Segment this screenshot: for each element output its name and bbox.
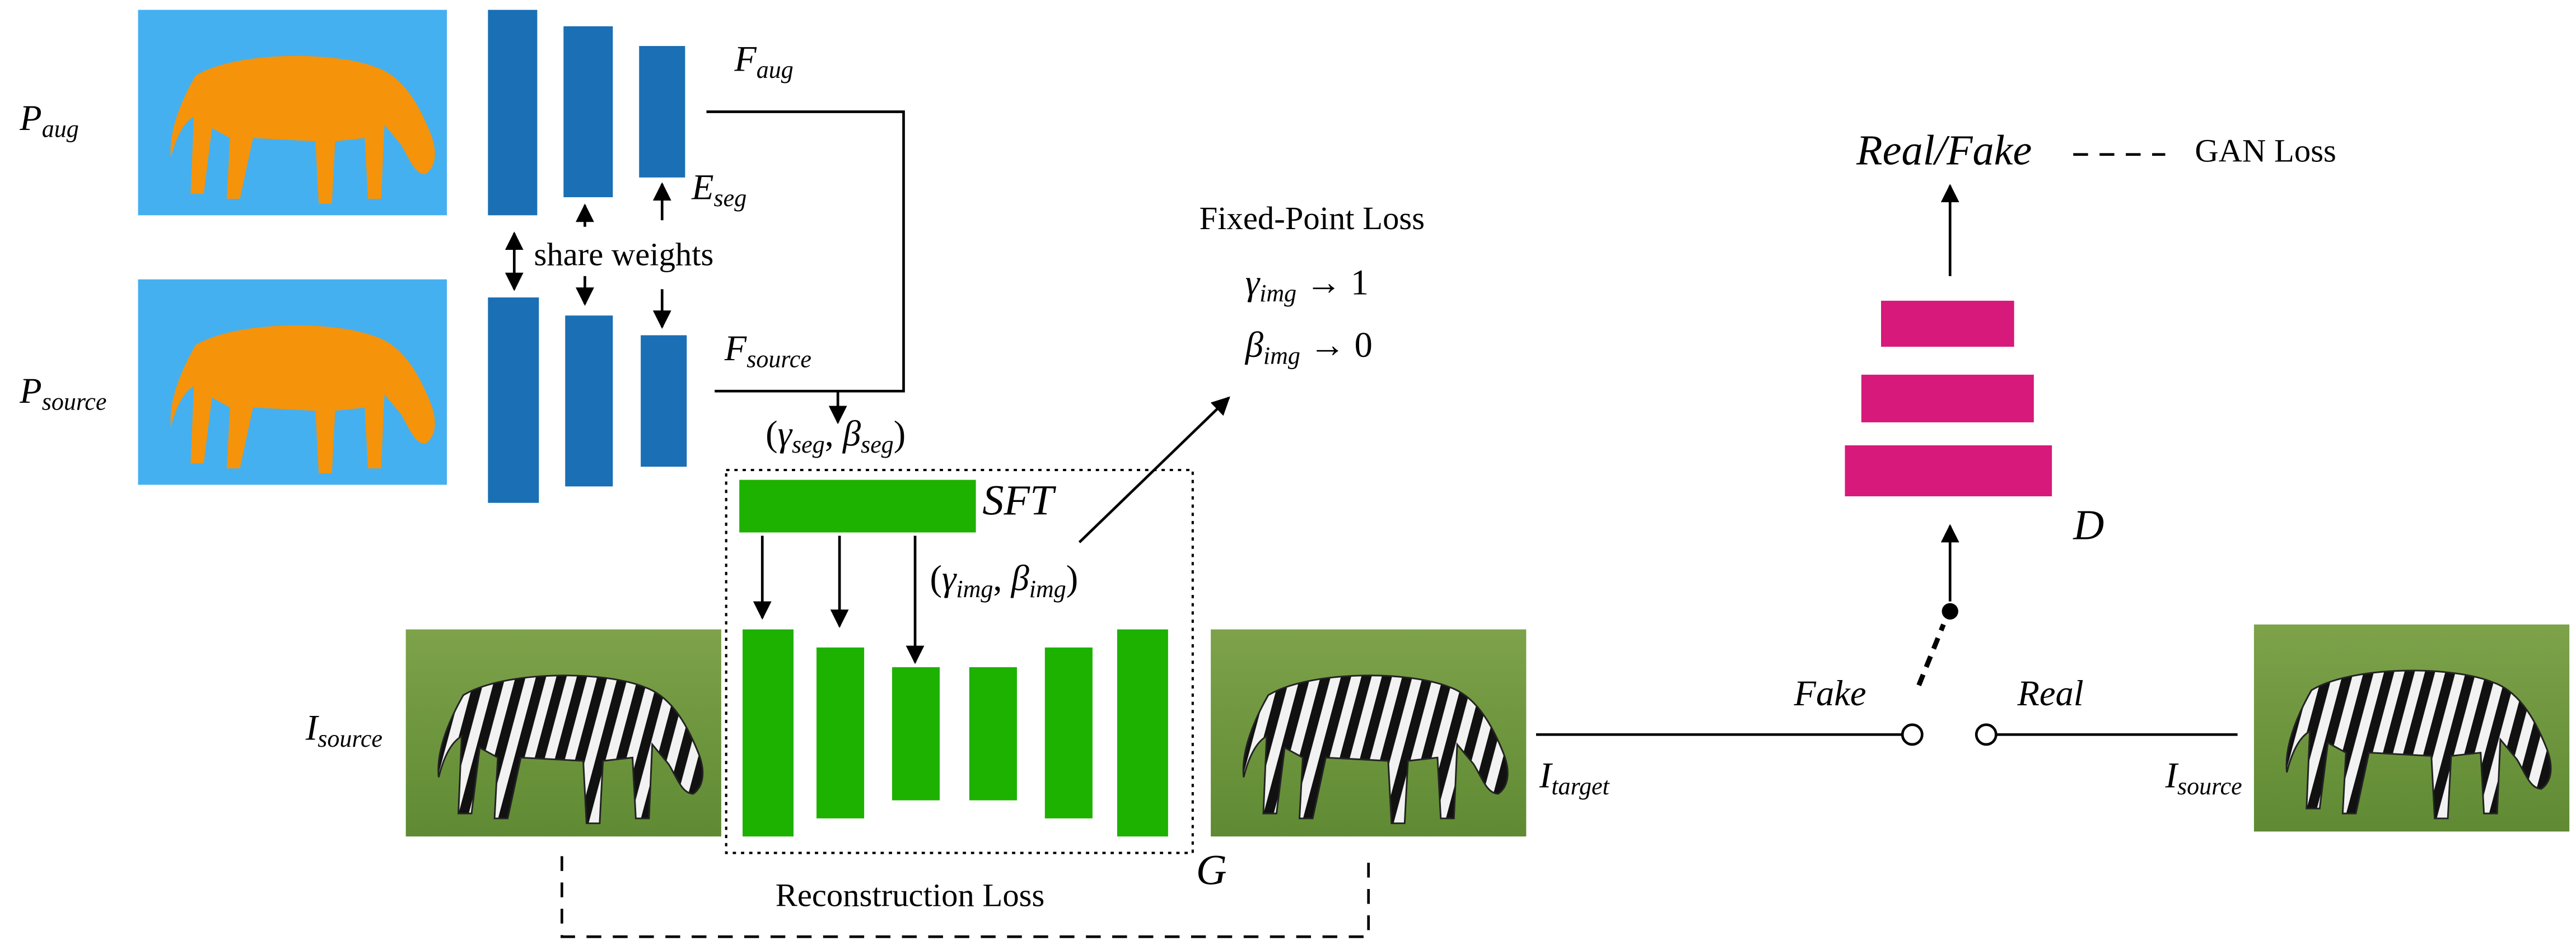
subscript: source	[42, 388, 107, 416]
label-part: (	[930, 557, 941, 598]
label: Fixed-Point Loss	[1200, 201, 1425, 237]
subscript: img	[1263, 342, 1300, 370]
subscript: source	[2177, 773, 2242, 800]
label: (γimg, βimg)	[930, 557, 1078, 603]
generator-box	[725, 468, 1194, 854]
label: Isource	[2165, 755, 2242, 800]
encoder	[488, 10, 687, 503]
subscript: img	[1259, 280, 1296, 307]
generator	[743, 629, 1168, 837]
label-part: )	[1066, 557, 1078, 598]
label: D	[2073, 501, 2104, 548]
label-part: Real	[2017, 673, 2084, 713]
label-part: (	[766, 413, 777, 453]
switch-pivot	[1942, 603, 1958, 620]
label-part: Real/Fake	[1856, 127, 2032, 174]
label-part: E	[691, 166, 713, 207]
label: share weights	[534, 236, 713, 273]
label: Fake	[1794, 673, 1866, 713]
label-part: )	[894, 413, 906, 453]
label: Itarget	[1539, 755, 1611, 800]
label-part: Reconstruction Loss	[776, 877, 1045, 914]
label-part: G	[1196, 846, 1227, 894]
label: βimg → 0	[1244, 324, 1373, 370]
switch-node	[1901, 723, 1924, 746]
label-part: → 0	[1300, 324, 1373, 365]
sft-layer	[739, 480, 976, 533]
subscript: seg	[714, 184, 747, 212]
label-part: β	[1010, 557, 1030, 598]
subscript: target	[1551, 773, 1610, 800]
label: Isource	[305, 707, 382, 752]
label-part: γ	[778, 413, 793, 453]
label-part: F	[734, 38, 757, 78]
label-part: F	[724, 328, 747, 368]
label-part: ,	[825, 413, 843, 453]
image-target	[1211, 630, 1526, 837]
subscript: aug	[42, 115, 79, 143]
label: Faug	[734, 38, 793, 83]
label-part: Fixed-Point Loss	[1200, 201, 1425, 237]
switch-node	[1975, 723, 1998, 746]
label-part: I	[1539, 755, 1553, 795]
label: Eseg	[691, 166, 746, 212]
label-part: β	[842, 413, 861, 453]
label-part: γ	[1245, 262, 1261, 302]
seg-map	[138, 10, 447, 216]
label: SFT	[982, 477, 1056, 524]
label-part: D	[2073, 501, 2104, 548]
label: (γseg, βseg)	[766, 413, 906, 458]
subscript: img	[956, 575, 993, 603]
label: G	[1196, 846, 1227, 894]
image-source	[406, 630, 721, 837]
label-part: SFT	[982, 477, 1056, 524]
label-part: I	[305, 707, 319, 747]
label: γimg → 1	[1245, 262, 1369, 307]
subscript: source	[746, 345, 811, 373]
label: Real	[2017, 673, 2084, 713]
label-part: ,	[993, 557, 1011, 598]
label: Paug	[19, 97, 78, 143]
subscript: seg	[861, 431, 894, 458]
label-part: Fake	[1794, 673, 1866, 713]
subscript: img	[1029, 575, 1066, 603]
label: GAN Loss	[2195, 133, 2336, 169]
label: Psource	[19, 370, 106, 416]
subscript: seg	[792, 431, 825, 458]
label-part: P	[19, 370, 41, 411]
seg-map	[138, 280, 447, 485]
label-part: share weights	[534, 236, 713, 273]
label: Real/Fake	[1856, 127, 2032, 174]
subscript: source	[318, 725, 382, 752]
label: Reconstruction Loss	[776, 877, 1045, 914]
arrows	[505, 110, 2238, 938]
label-part: GAN Loss	[2195, 133, 2336, 169]
label-part: P	[19, 97, 41, 138]
label-part: I	[2165, 755, 2179, 795]
discriminator	[1845, 300, 2052, 496]
image-source	[2254, 625, 2569, 832]
subscript: aug	[757, 56, 794, 83]
label-part: β	[1244, 324, 1264, 365]
label-part: γ	[942, 557, 957, 598]
label: Fsource	[724, 328, 811, 373]
label-part: → 1	[1296, 262, 1369, 302]
